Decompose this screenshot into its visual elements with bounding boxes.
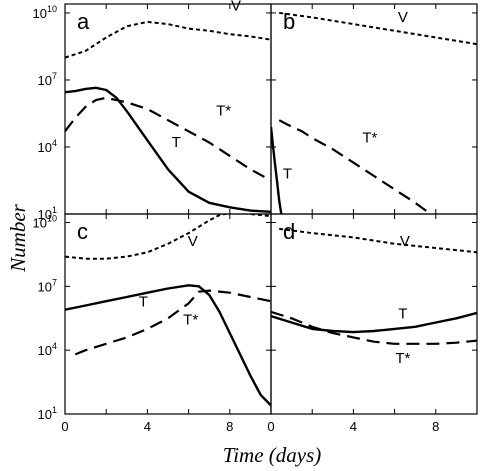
curve-label-tstar: T* xyxy=(362,130,377,147)
panels-group: 101 104 107 1010 a V T* Tb V T* T 101 104 107 1010 0 4 8 c… xyxy=(33,0,478,434)
curve-label-t: T xyxy=(398,305,407,322)
curve-label-tstar: T* xyxy=(216,103,231,120)
series-line-t xyxy=(65,86,271,213)
series-line-v xyxy=(279,11,477,46)
y-tick-label: 107 xyxy=(38,71,57,88)
y-axis-title: Number xyxy=(6,203,30,272)
y-tick-label: 101 xyxy=(38,205,57,222)
panel-b: b V T* T xyxy=(270,3,478,215)
curve-label-v: V xyxy=(231,0,241,15)
panel-c: 101 104 107 1010 0 4 8 c V T T* xyxy=(33,213,272,434)
panel-letter: a xyxy=(77,9,90,34)
curve-label-v: V xyxy=(188,233,198,250)
series-line-v xyxy=(65,214,271,260)
x-tick-label: 8 xyxy=(432,419,439,434)
curve-label-tstar: T* xyxy=(395,350,410,367)
series-line-v xyxy=(65,20,271,59)
series-line-tstar xyxy=(278,119,429,213)
series-line-v xyxy=(279,227,477,254)
panel-letter: d xyxy=(283,219,295,244)
curve-label-t: T xyxy=(283,165,292,182)
x-axis-title: Time (days) xyxy=(223,443,322,467)
panel-letter: c xyxy=(77,219,88,244)
x-tick-label: 0 xyxy=(61,419,68,434)
panel-d: 4 8 0 d V T T* xyxy=(267,213,478,434)
y-tick-label: 107 xyxy=(38,277,57,294)
y-tick-label: 104 xyxy=(38,341,57,358)
series-line-tstar xyxy=(65,96,271,182)
panel-frame xyxy=(270,213,478,415)
x-tick-label: 0 xyxy=(267,419,274,434)
series-line-tstar xyxy=(74,289,271,356)
panel-letter: b xyxy=(283,9,295,34)
y-tick-label: 101 xyxy=(38,405,57,422)
curve-label-t: T xyxy=(172,134,181,151)
series-line-tstar xyxy=(271,310,477,345)
panel-a: 101 104 107 1010 a V T* T xyxy=(33,0,272,222)
curve-label-v: V xyxy=(398,9,408,26)
series-line-t xyxy=(271,126,283,214)
y-tick-label: 1010 xyxy=(33,214,57,231)
series-line-t xyxy=(65,284,271,407)
y-tick-label: 1010 xyxy=(33,4,57,21)
curve-label-t: T xyxy=(139,294,148,311)
panel-frame xyxy=(270,3,478,215)
x-tick-label: 8 xyxy=(226,419,233,434)
curve-label-tstar: T* xyxy=(183,312,198,329)
series-line-t xyxy=(271,311,477,334)
x-tick-label: 4 xyxy=(144,419,151,434)
y-tick-label: 104 xyxy=(38,138,57,155)
curve-label-v: V xyxy=(400,233,410,250)
x-tick-label: 4 xyxy=(350,419,357,434)
